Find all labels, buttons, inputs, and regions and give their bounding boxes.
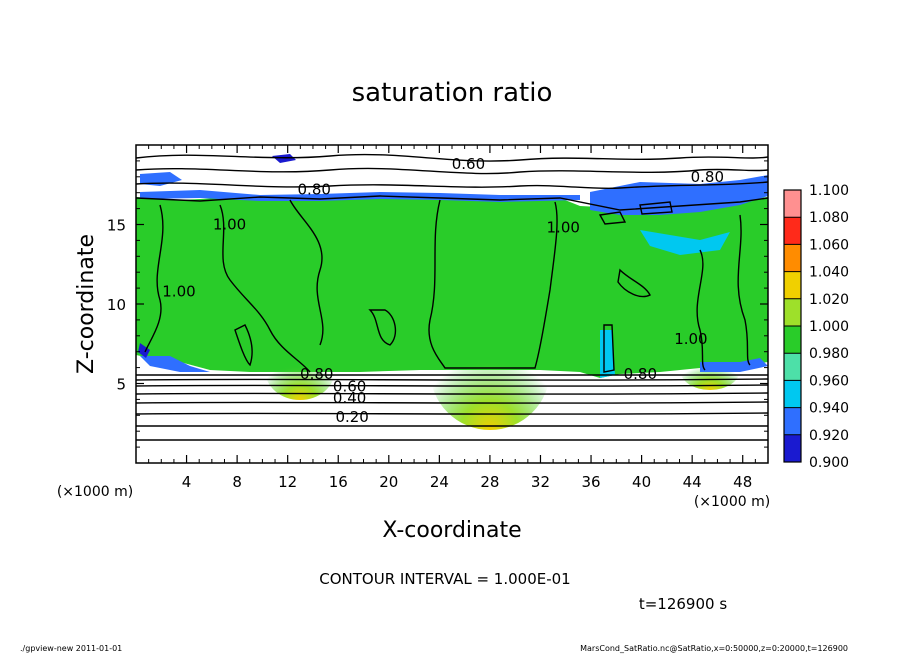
colorbar-swatch (784, 434, 801, 462)
colorbar-swatch (784, 271, 801, 299)
y-unit-label: (×1000 m) (694, 494, 770, 510)
contour-line (136, 378, 768, 381)
contour-label: 1.00 (213, 216, 246, 234)
plot-area: 0.600.800.801.00 1.001.001.000.80 0.800.60… (136, 145, 768, 463)
contour-label: 1.00 (674, 330, 707, 348)
x-tick-label: 32 (531, 473, 550, 491)
colorbar-swatch (784, 326, 801, 354)
colorbar-swatch (784, 407, 801, 435)
contour-line (136, 439, 768, 441)
colorbar-swatch (784, 244, 801, 272)
chart-title: saturation ratio (352, 78, 553, 108)
contour-line (144, 204, 164, 353)
y-axis-title: Z-coordinate (74, 234, 99, 374)
contour-line (136, 181, 768, 190)
contour-label: 0.40 (333, 389, 366, 407)
contour-line (234, 324, 253, 367)
contour-label: 1.00 (162, 282, 195, 300)
contour-line (136, 425, 768, 427)
colorbar-swatch (784, 353, 801, 381)
colorbar-swatch (784, 217, 801, 245)
contour-label: 0.80 (624, 365, 657, 383)
contour-label: 0.20 (335, 408, 368, 426)
y-axis: 5 10 15 (107, 160, 768, 448)
x-tick-label: 8 (232, 473, 242, 491)
subsaturated-fringe (138, 343, 150, 358)
contour-line (737, 214, 751, 366)
subsaturated-fringe (700, 358, 768, 372)
colorbar-label: 0.920 (809, 428, 849, 444)
y-tick-label: 5 (116, 376, 126, 394)
time-label: t=126900 s (639, 595, 727, 613)
subsaturated-fringe (140, 172, 182, 186)
contour-labels: 0.600.800.801.00 1.001.001.000.80 0.800.60… (162, 155, 724, 426)
x-tick-label: 44 (683, 473, 702, 491)
y-tick-label: 15 (107, 217, 126, 235)
contour-line (368, 309, 397, 346)
y-tick-label: 10 (107, 296, 126, 314)
x-tick-label: 40 (632, 473, 651, 491)
contour-line (136, 412, 768, 415)
subsaturated-fringe (272, 154, 296, 163)
colorbar-label: 0.960 (809, 373, 849, 389)
x-tick-label: 12 (278, 473, 297, 491)
x-tick-label: 4 (182, 473, 192, 491)
contour-label: 0.60 (333, 378, 366, 396)
colorbar-label: 1.100 (809, 183, 849, 199)
x-tick-label: 48 (733, 473, 752, 491)
subsaturated-fringe (140, 356, 210, 372)
colorbar-label: 0.900 (809, 455, 849, 471)
colorbar-label: 1.020 (809, 292, 849, 308)
contour-line (598, 211, 627, 225)
colorbar-label: 1.040 (809, 265, 849, 281)
contour-line (136, 401, 768, 404)
contour-line (136, 195, 768, 211)
x-axis-title: X-coordinate (382, 518, 521, 543)
x-tick-label: 36 (581, 473, 600, 491)
subsaturated-fringe (640, 230, 730, 255)
contour-label: 1.00 (547, 219, 580, 237)
contour-line (136, 392, 768, 395)
colorbar: 0.900 0.920 0.940 0.960 0.980 1.000 1.020 1.040… (783, 183, 849, 471)
x-tick-label: 16 (329, 473, 348, 491)
x-tick-label: 28 (480, 473, 499, 491)
contour-line (219, 204, 311, 373)
contour-line (136, 153, 768, 162)
x-unit-label: (×1000 m) (57, 484, 133, 500)
colorbar-swatch (784, 298, 801, 326)
colorbar-label: 0.980 (809, 346, 849, 362)
x-axis: 4 8 12 16 20 24 28 32 36 40 44 48 (148, 145, 756, 491)
contour-label: 0.80 (300, 365, 333, 383)
x-tick-label: 20 (379, 473, 398, 491)
footer-left: ./gpview-new 2011-01-01 (20, 644, 122, 653)
colorbar-label: 1.060 (809, 237, 849, 253)
contour-line (136, 384, 768, 387)
footer-right: MarsCond_SatRatio.nc@SatRatio,x=0:50000,… (580, 644, 848, 653)
colorbar-label: 0.940 (809, 401, 849, 417)
colorbar-swatch (784, 190, 801, 218)
contour-label: 0.60 (452, 155, 485, 173)
colorbar-swatch (784, 380, 801, 408)
colorbar-label: 1.000 (809, 319, 849, 335)
contour-label: 0.80 (298, 181, 331, 199)
contour-label: 0.80 (691, 168, 724, 186)
contour-interval: CONTOUR INTERVAL = 1.000E-01 (319, 570, 570, 588)
contour-line (639, 201, 673, 215)
contour-line (603, 324, 615, 373)
contour-line (696, 249, 706, 371)
contour-line (617, 268, 651, 298)
contour-line (428, 199, 558, 369)
x-tick-label: 24 (430, 473, 449, 491)
contour-line (289, 199, 324, 346)
contour-line (136, 167, 768, 175)
warm-anomaly (430, 310, 550, 430)
colorbar-label: 1.080 (809, 210, 849, 226)
